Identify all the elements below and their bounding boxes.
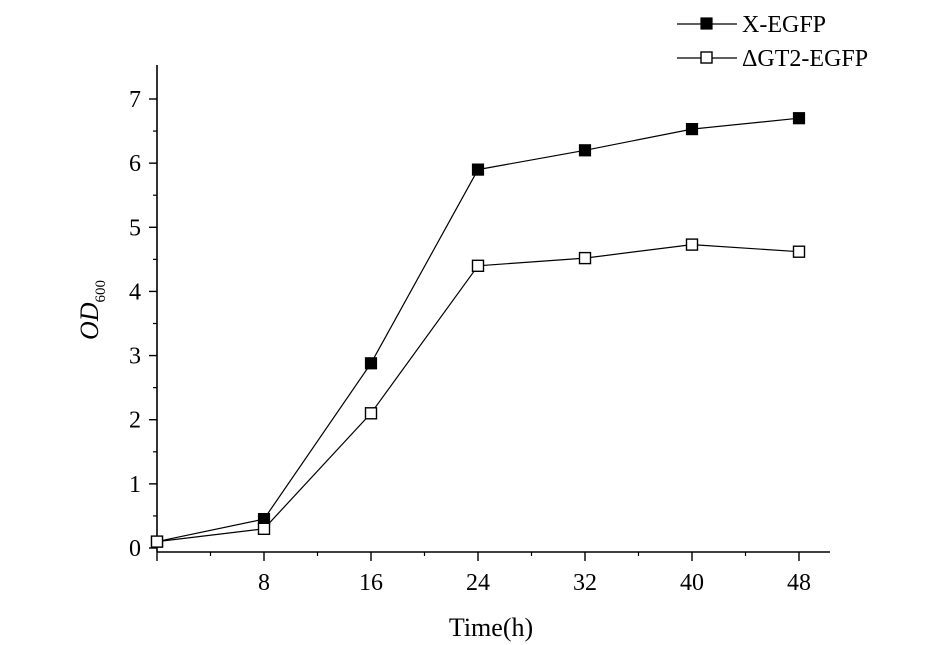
data-point-gt2-egfp [257,522,271,535]
y-tick-label: 3 [129,344,141,370]
data-point-x-egfp [792,112,806,125]
y-axis-title-subscript: 600 [93,280,109,303]
y-tick-label: 5 [129,215,141,241]
data-point-x-egfp [471,163,485,176]
data-point-gt2-egfp [471,259,485,272]
legend-label-x-egfp: X-EGFP [742,12,826,38]
y-tick-label: 1 [129,472,141,498]
y-tick-label: 7 [129,87,141,113]
series-layer [150,112,806,548]
legend: X-EGFP ΔGT2-EGFP [677,12,868,72]
y-tick-label: 0 [129,536,141,562]
x-tick-label: 32 [573,570,597,596]
data-point-gt2-egfp [792,245,806,258]
y-axis-title: OD600 [75,280,109,340]
data-point-gt2-egfp [578,251,592,265]
data-point-x-egfp [685,122,699,136]
x-axis-title: Time(h) [449,613,533,642]
y-tick-label: 6 [129,151,141,177]
data-point-x-egfp [364,357,378,370]
x-tick-label: 8 [258,570,270,596]
data-point-gt2-egfp [364,407,378,420]
legend-marker-gt2-egfp [700,51,713,64]
y-ticks: 0 1 2 3 4 5 6 7 [129,87,157,562]
legend-label-gt2-egfp: ΔGT2-EGFP [742,46,868,72]
x-tick-label: 40 [680,570,704,596]
legend-item-gt2-egfp: ΔGT2-EGFP [677,46,868,72]
y-tick-label: 4 [129,279,141,305]
x-tick-label: 48 [787,570,811,596]
x-ticks: 8 16 24 32 40 48 [156,552,811,596]
series-gt2-egfp [156,243,800,543]
axes [156,65,830,553]
data-point-gt2-egfp [150,535,164,548]
data-point-x-egfp [578,144,592,157]
series-line [156,243,800,543]
series-x-egfp [156,117,800,543]
legend-marker-x-egfp [700,17,713,30]
series-line [156,117,800,543]
y-axis-title-main: OD [75,302,104,340]
legend-item-x-egfp: X-EGFP [677,12,826,38]
x-tick-label: 24 [466,570,490,596]
y-tick-label: 2 [129,408,141,434]
x-tick-label: 16 [359,570,383,596]
data-point-gt2-egfp [685,238,699,251]
